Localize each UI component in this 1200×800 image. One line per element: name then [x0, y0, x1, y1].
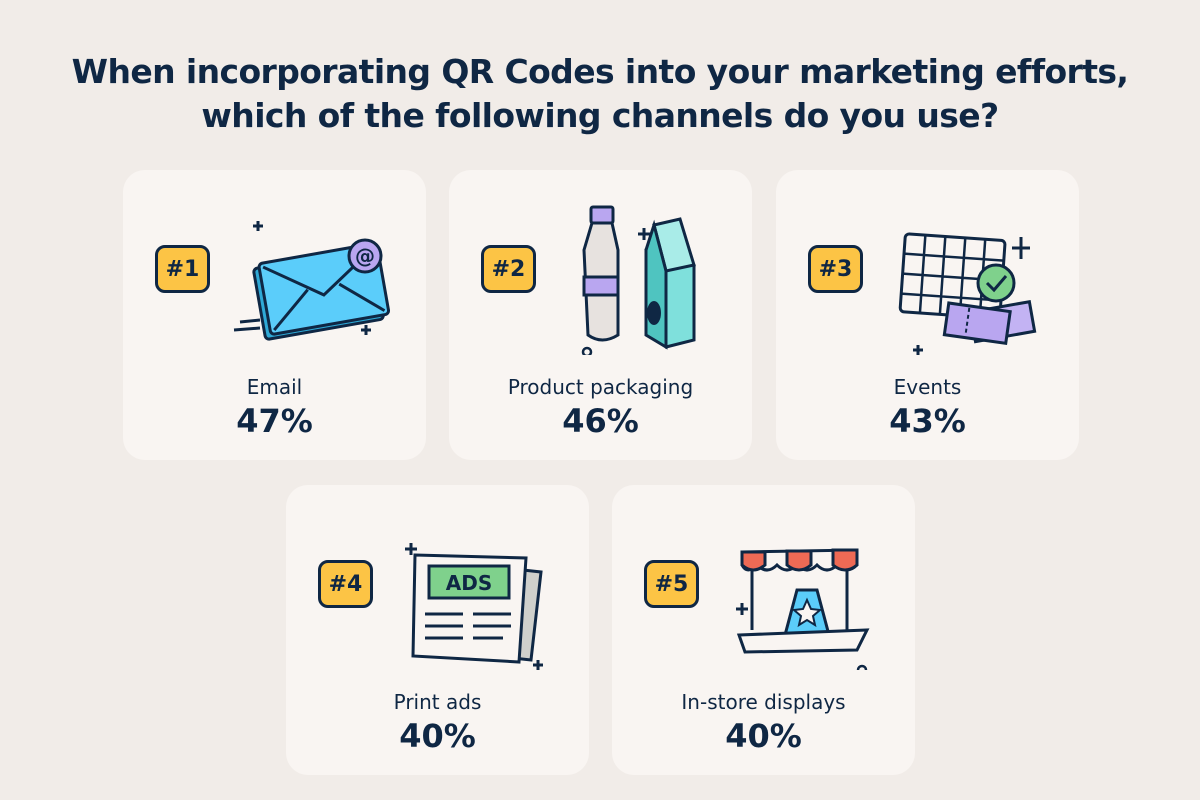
- rank-badge: #1: [155, 245, 210, 293]
- calendar-ticket-icon: [898, 232, 1037, 355]
- rank-badge: #2: [481, 245, 536, 293]
- channel-percent: 40%: [725, 717, 802, 755]
- svg-text:@: @: [355, 244, 375, 268]
- channel-card-product-packaging: #2 Product packaging 46%: [449, 170, 752, 460]
- title-line-1: When incorporating QR Codes into your ma…: [71, 52, 1129, 91]
- channel-card-print-ads: #4 ADS Print ads 40%: [286, 485, 589, 775]
- envelope-at-icon: @: [233, 221, 391, 341]
- rank-badge: #4: [318, 560, 373, 608]
- rank-badge: #5: [644, 560, 699, 608]
- channel-percent: 46%: [562, 402, 639, 440]
- channel-label: Email: [246, 375, 303, 399]
- channel-percent: 47%: [236, 402, 313, 440]
- channel-label: Product packaging: [507, 375, 694, 399]
- page-title: When incorporating QR Codes into your ma…: [0, 50, 1200, 138]
- ads-text: ADS: [446, 571, 492, 595]
- channel-label: Events: [893, 375, 962, 399]
- channel-label: Print ads: [393, 690, 482, 714]
- rank-badge: #3: [808, 245, 863, 293]
- channel-card-email: #1 @ Email 47%: [123, 170, 426, 460]
- storefront-icon: [736, 548, 870, 670]
- channel-percent: 40%: [399, 717, 476, 755]
- bottle-carton-icon: [581, 205, 696, 355]
- channel-card-events: #3 Events 43%: [776, 170, 1079, 460]
- channel-percent: 43%: [889, 402, 966, 440]
- channel-card-in-store-displays: #5 In-store displays 40%: [612, 485, 915, 775]
- title-line-2: which of the following channels do you u…: [201, 96, 999, 135]
- newspaper-ads-icon: ADS: [405, 543, 543, 670]
- channel-label: In-store displays: [681, 690, 846, 714]
